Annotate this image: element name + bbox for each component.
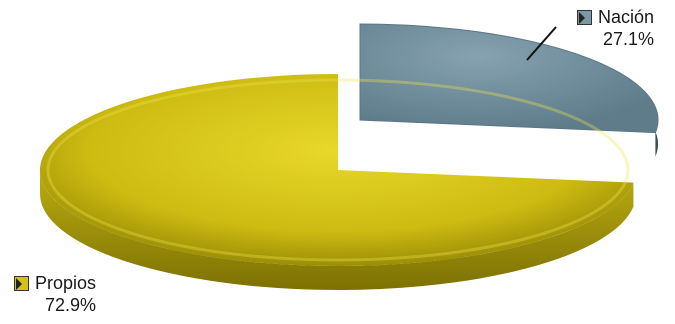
propios-legend-icon [14, 275, 29, 291]
slice-propios-highlight [46, 78, 630, 262]
propios-name: Propios [35, 273, 97, 293]
slice-propios [40, 74, 634, 267]
slice-label-nacion: Nación 27.1% [577, 6, 654, 50]
propios-percent: 72.9% [44, 295, 97, 315]
slice-nacion [359, 23, 659, 134]
slice-label-propios: Propios 72.9% [14, 272, 96, 316]
slices-layer [40, 23, 659, 290]
nacion-legend-icon [577, 9, 592, 25]
nacion-leader-line [526, 26, 557, 61]
slice-propios-side [40, 170, 634, 290]
nacion-percent: 27.1% [602, 29, 655, 49]
nacion-name: Nación [598, 7, 655, 27]
